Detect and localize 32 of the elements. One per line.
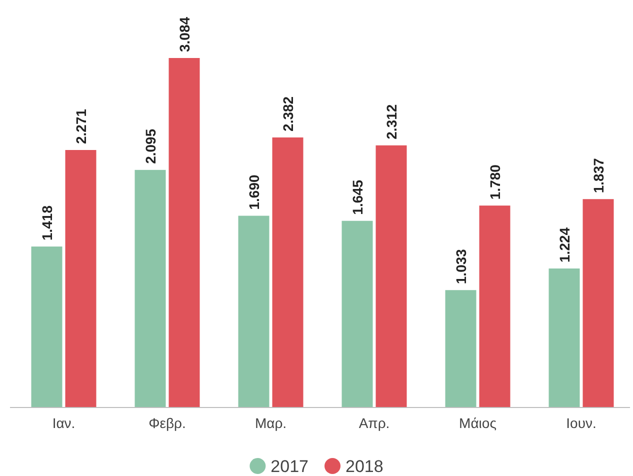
x-tick-label: Ιουν. bbox=[566, 414, 596, 431]
bar bbox=[238, 216, 270, 407]
bar bbox=[168, 58, 200, 407]
legend-label: 2018 bbox=[346, 457, 384, 476]
x-tick-label: Απρ. bbox=[358, 414, 390, 431]
x-tick-label: Ιαν. bbox=[52, 414, 76, 431]
bar bbox=[272, 137, 304, 407]
bar bbox=[342, 220, 373, 407]
data-label: 2.382 bbox=[280, 96, 296, 132]
data-label: 2.095 bbox=[142, 128, 158, 164]
bar bbox=[134, 170, 166, 407]
bar bbox=[376, 145, 407, 407]
data-label: 1.645 bbox=[349, 180, 366, 215]
data-label: 1.033 bbox=[452, 248, 469, 284]
bar bbox=[479, 206, 510, 407]
data-label: 1.780 bbox=[486, 164, 503, 200]
data-label: 2.312 bbox=[383, 104, 400, 140]
x-tick-label: Μαρ. bbox=[254, 414, 287, 431]
x-tick-label: Μάιος bbox=[459, 414, 497, 431]
data-label: 1.224 bbox=[556, 227, 572, 262]
bar bbox=[65, 150, 96, 407]
data-label: 2.271 bbox=[72, 108, 89, 144]
bar bbox=[582, 199, 614, 407]
data-label: 1.690 bbox=[246, 174, 262, 210]
bar bbox=[445, 290, 476, 407]
x-tick-label: Φεβρ. bbox=[148, 414, 186, 431]
legend-label: 2017 bbox=[270, 457, 308, 476]
data-label: 1.837 bbox=[590, 158, 606, 194]
data-label: 1.418 bbox=[38, 205, 55, 241]
data-label: 3.084 bbox=[176, 16, 192, 52]
bar bbox=[548, 268, 580, 407]
bar bbox=[31, 246, 62, 407]
